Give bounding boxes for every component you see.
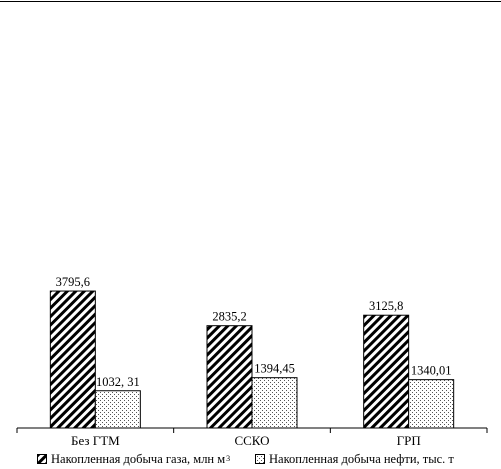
bar-oil — [408, 379, 455, 429]
bar-oil — [251, 377, 298, 429]
category-label: ССКО — [234, 433, 269, 448]
bar-oil — [94, 390, 141, 429]
data-label-oil: 1340,01 — [411, 364, 452, 378]
bar-gas — [49, 290, 96, 429]
bar-gas — [363, 314, 410, 429]
category-label: ГРП — [397, 433, 421, 448]
plot-area: 3795,6 1032, 31 Без ГТМ 2835,2 1394,45 ССКО 31… — [16, 275, 488, 448]
legend-swatch-gas — [37, 454, 47, 464]
top-rule — [0, 1, 501, 2]
legend-label-gas: Накопленная добыча газа, млн м — [51, 452, 226, 466]
data-label-gas: 3795,6 — [56, 275, 90, 289]
data-label-oil: 1394,45 — [254, 362, 295, 376]
data-label-gas: 3125,8 — [369, 299, 403, 313]
legend-label-gas-superscript: 3 — [226, 454, 231, 463]
data-label-oil: 1032, 31 — [96, 375, 140, 389]
legend-label-oil: Накопленная добыча нефти, тыс. т — [269, 452, 454, 466]
category-label: Без ГТМ — [71, 433, 120, 448]
legend-swatch-oil — [255, 454, 265, 464]
data-label-gas: 2835,2 — [212, 310, 246, 324]
legend-item-oil: Накопленная добыча нефти, тыс. т — [255, 451, 454, 467]
bar-gas — [206, 325, 253, 429]
